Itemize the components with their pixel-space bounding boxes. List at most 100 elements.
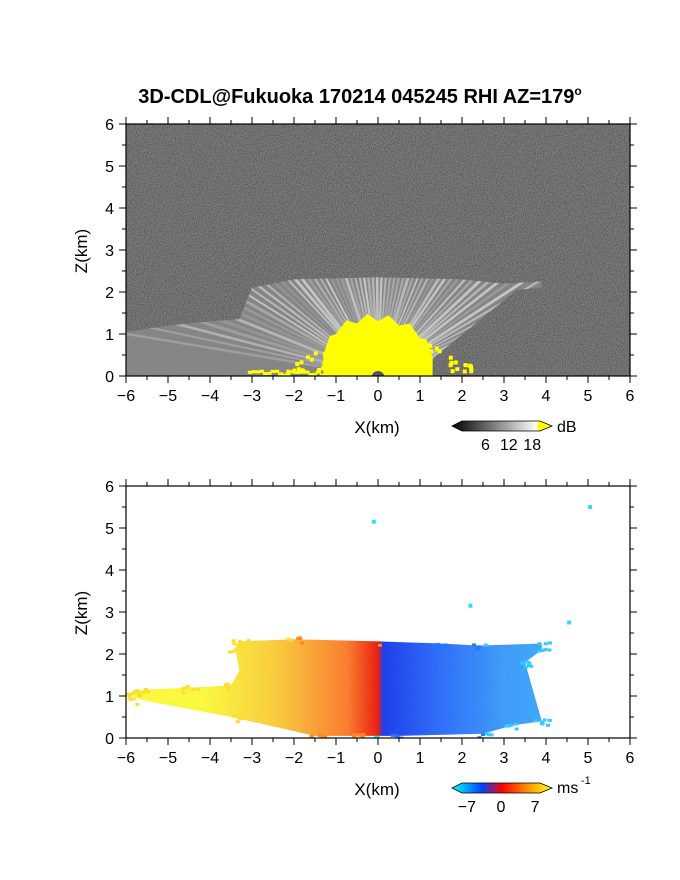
saturated-pixel [450,369,455,374]
x-tick-label: 1 [416,388,425,405]
echo-ray [377,277,542,376]
saturated-pixel [469,369,474,374]
x-tick-label: 4 [542,388,551,405]
saturated-pixel [304,370,310,374]
echo-ray [126,277,379,376]
velocity-pixel [543,648,548,652]
velocity-pixel [323,734,328,738]
velocity-pixel [232,714,237,718]
y-tick-label: 6 [105,117,114,134]
saturated-pixel [270,369,276,373]
echo-ray [376,277,542,376]
saturated-pixel [322,362,327,367]
saturated-pixel [313,351,318,356]
echo-ray [126,277,380,376]
saturated-pixel [340,351,345,356]
saturated-pixel [449,360,454,365]
echo-ray [126,277,380,376]
y-axis-label: Z(km) [72,229,91,273]
echo-ray [377,277,530,376]
velocity-pixel [349,738,353,741]
velocity-panel: −6 −5 −4 −3 −2 −1 0 1 2 3 4 5 6 0 1 2 3 4 5 6 X(km) Z(km) −… [72,479,637,816]
velocity-pixel [547,648,552,652]
x-tick-label: −5 [159,388,177,405]
velocity-pixel [443,646,448,650]
y-tick-label: 1 [105,327,114,344]
y-tick-label: 1 [105,689,114,706]
x-tick-label: −6 [117,388,135,405]
saturated-pixel [328,343,333,348]
x-tick-label: −2 [285,388,303,405]
velocity-pixel [543,642,548,646]
velocity-pixel [146,690,151,694]
velocity-pixel [238,672,243,676]
echo-ray [126,277,380,376]
velocity-pixel [128,697,133,701]
colorbar-tick-label: −7 [458,799,476,816]
velocity-pixel [234,648,239,652]
echo-ray [126,277,379,376]
colorbar-ticks: −7 0 7 [458,799,540,816]
saturated-pixel [292,368,297,373]
echo-ray [377,277,542,376]
velocity-pixel [237,646,242,650]
velocity-pixel [533,719,538,723]
saturated-pixel [274,369,280,373]
velocity-pixel [135,690,140,694]
saturated-pixel [408,345,413,350]
saturated-pixel [286,369,291,374]
velocity-pixel [476,645,481,649]
velocity-pixel [395,735,400,738]
echo-ray [377,277,542,376]
y-tick-label: 4 [105,201,114,218]
saturated-pixel [312,372,318,376]
echo-ray [126,277,379,376]
isolated-echoes [371,505,593,625]
saturated-pixel [426,352,431,357]
velocity-pixel [246,639,251,643]
degree-mark: o [574,84,582,98]
echo-ray [126,277,379,376]
saturated-pixel [315,370,321,374]
velocity-pixel [542,718,547,722]
echo-ray [126,277,379,376]
saturated-pixel [305,355,310,360]
velocity-pixel [435,642,440,646]
velocity-pixel [231,639,236,643]
x-tick-label: 5 [584,750,593,767]
echo-ray [126,277,379,376]
velocity-pixel [484,731,489,735]
echo-ray [377,277,542,376]
radar-site [372,371,384,376]
saturated-pixel [377,339,382,344]
velocity-pixel [529,664,534,668]
colorbar-tick-label: 6 [481,437,490,454]
velocity-pixel [504,724,509,728]
saturated-pixel [319,373,325,376]
x-tick-label: −4 [201,388,219,405]
x-axis-label: X(km) [354,780,399,799]
x-tick-label: 2 [458,388,467,405]
saturated-pixel [255,370,261,374]
velocity-pixel [191,688,196,692]
velocity-pixel [321,739,325,742]
velocity-pixel [540,649,545,653]
velocity-pixel [489,733,494,737]
saturated-pixel [366,328,371,333]
echo-ray [377,277,542,376]
isolated-echo [588,505,593,509]
velocity-pixel [434,645,439,649]
x-tick-label: 6 [626,388,635,405]
y-tick-label: 2 [105,285,114,302]
velocity-pixel [309,734,314,738]
velocity-pixel [133,689,138,693]
velocity-pixel [142,690,147,694]
velocity-pixel [527,664,532,668]
reflectivity-axes: −6 −5 −4 −3 −2 −1 0 1 2 3 4 5 6 0 1 2 3 4 5 6 [105,117,637,405]
velocity-pixel [317,732,322,736]
saturated-pixel [335,349,340,354]
saturated-pixel [321,366,326,371]
echo-ray [191,277,380,376]
velocity-pixel [237,639,242,643]
